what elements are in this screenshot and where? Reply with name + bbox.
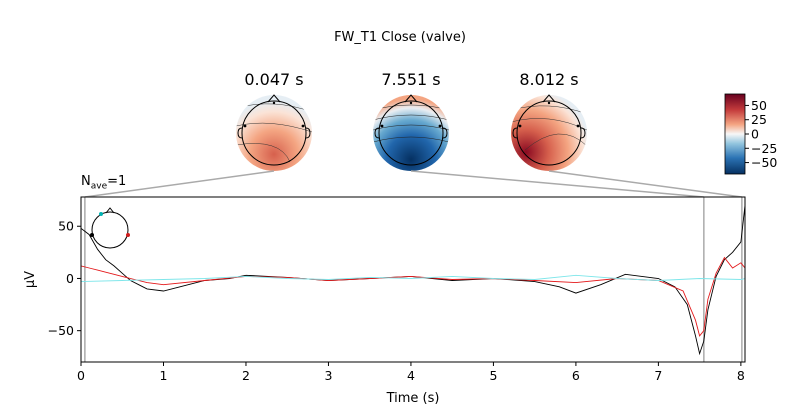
x-tick-label-2: 2 [242, 368, 250, 383]
colorbar-tick-label-0: 50 [751, 98, 767, 113]
x-tick-label-1: 1 [160, 368, 168, 383]
x-tick-label-8: 8 [737, 368, 745, 383]
series-line-3 [81, 274, 745, 283]
y-tick-label-2: −50 [48, 323, 74, 338]
x-tick-label-5: 5 [489, 368, 497, 383]
sensor-marker-right [126, 233, 130, 237]
y-tick-label-0: 50 [58, 219, 74, 234]
x-tick-label-4: 4 [407, 368, 415, 383]
connector-line-1 [84, 170, 275, 198]
nave-label: Nave=1 [81, 174, 127, 192]
sensor-marker-left [90, 233, 94, 237]
x-tick-label-3: 3 [324, 368, 332, 383]
connector-line-2 [410, 170, 704, 198]
y-tick-label-1: 0 [66, 271, 74, 286]
topomap-2 [373, 94, 449, 171]
sensor-marker-frontal [99, 212, 103, 216]
x-tick-label-0: 0 [77, 368, 85, 383]
plot-frame [80, 196, 746, 363]
series-line-2 [81, 256, 745, 337]
topomap-time-label-3: 8.012 s [519, 70, 579, 89]
x-tick-label-7: 7 [654, 368, 662, 383]
topomap-3 [511, 94, 587, 171]
y-axis-label: μV [23, 271, 38, 288]
topomap-time-label-2: 7.551 s [381, 70, 441, 89]
x-tick-label-6: 6 [572, 368, 580, 383]
topomap-time-label-1: 0.047 s [244, 70, 304, 89]
figure-title: FW_T1 Close (valve) [334, 30, 466, 45]
sensor-inset [90, 207, 130, 249]
colorbar-tick-label-3: −25 [751, 141, 777, 156]
colorbar-tick-label-1: 25 [751, 112, 767, 127]
colorbar [724, 93, 746, 175]
colorbar-tick-label-2: 0 [751, 127, 759, 142]
connector-line-3 [548, 170, 742, 198]
topomap-1 [236, 94, 312, 171]
colorbar-tick-label-4: −50 [751, 155, 777, 170]
x-axis-label: Time (s) [386, 391, 440, 406]
